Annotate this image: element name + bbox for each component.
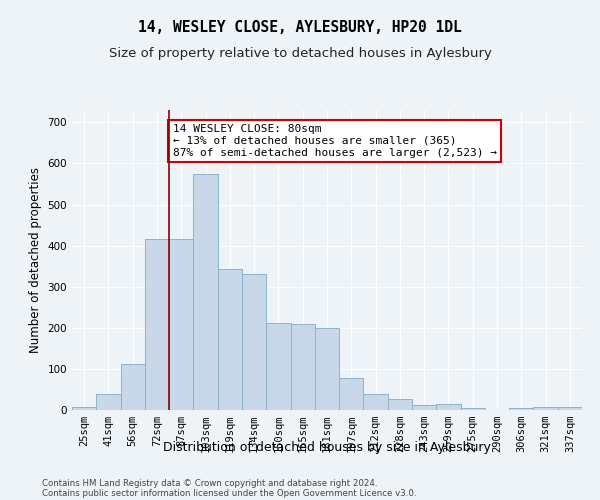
Bar [96, 394, 121, 410]
Bar [461, 408, 485, 410]
Bar [436, 404, 461, 410]
Bar [169, 240, 193, 410]
Text: Size of property relative to detached houses in Aylesbury: Size of property relative to detached ho… [109, 48, 491, 60]
Bar [388, 399, 412, 410]
Bar [193, 174, 218, 410]
Bar [266, 323, 290, 410]
Bar [242, 274, 266, 410]
Bar [290, 324, 315, 410]
Text: 14 WESLEY CLOSE: 80sqm
← 13% of detached houses are smaller (365)
87% of semi-de: 14 WESLEY CLOSE: 80sqm ← 13% of detached… [173, 124, 497, 158]
Bar [145, 240, 169, 410]
Bar [121, 364, 145, 410]
Text: Contains public sector information licensed under the Open Government Licence v3: Contains public sector information licen… [42, 488, 416, 498]
Bar [315, 328, 339, 410]
Text: Distribution of detached houses by size in Aylesbury: Distribution of detached houses by size … [163, 441, 491, 454]
Text: Contains HM Land Registry data © Crown copyright and database right 2024.: Contains HM Land Registry data © Crown c… [42, 478, 377, 488]
Bar [364, 394, 388, 410]
Bar [339, 378, 364, 410]
Bar [72, 406, 96, 410]
Y-axis label: Number of detached properties: Number of detached properties [29, 167, 42, 353]
Bar [509, 408, 533, 410]
Bar [558, 406, 582, 410]
Bar [218, 269, 242, 410]
Bar [533, 406, 558, 410]
Text: 14, WESLEY CLOSE, AYLESBURY, HP20 1DL: 14, WESLEY CLOSE, AYLESBURY, HP20 1DL [138, 20, 462, 35]
Bar [412, 404, 436, 410]
